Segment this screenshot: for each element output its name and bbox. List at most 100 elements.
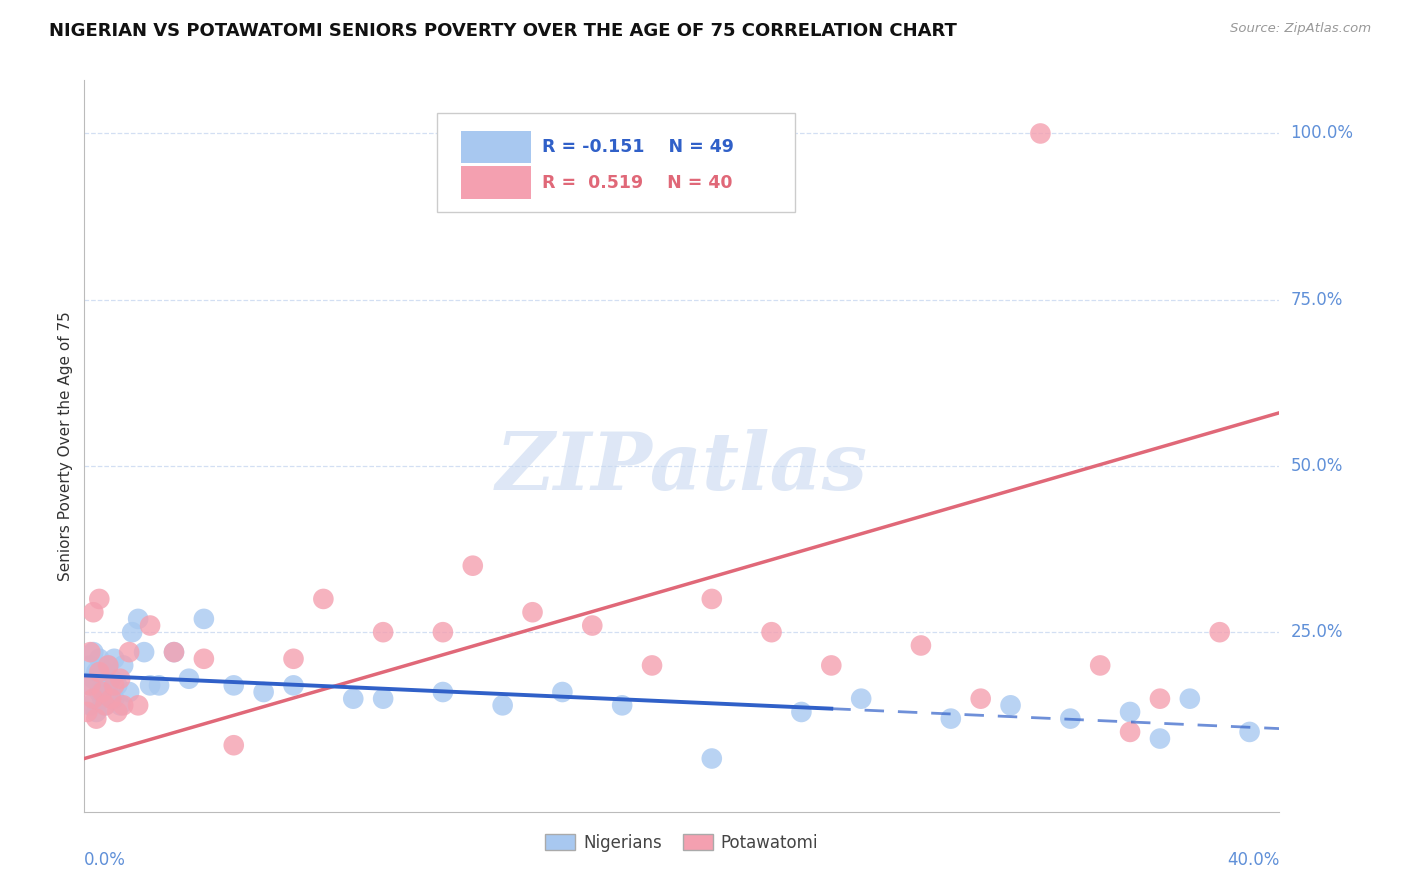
Point [1209,625,1232,640]
Point [641,658,664,673]
Point [89,591,111,606]
Y-axis label: Seniors Poverty Over the Age of 75: Seniors Poverty Over the Age of 75 [58,311,73,581]
Point [177,672,200,686]
Point [342,691,364,706]
FancyBboxPatch shape [437,113,796,212]
Point [790,705,813,719]
Point [94,698,117,713]
Point [163,645,186,659]
Text: 25.0%: 25.0% [1291,624,1343,641]
Point [222,678,245,692]
Point [373,691,395,706]
Point [91,685,114,699]
Point [82,672,104,686]
Point [110,698,132,713]
Point [851,691,873,706]
Text: ZIPatlas: ZIPatlas [496,429,868,507]
Point [193,652,215,666]
Point [86,712,108,726]
Point [91,691,114,706]
Point [86,705,108,719]
Point [89,652,111,666]
Point [94,698,117,713]
Point [132,645,156,659]
Point [820,658,842,673]
Point [79,645,101,659]
Point [193,612,215,626]
Point [97,658,120,673]
Point [112,698,135,713]
Point [253,685,276,699]
Text: R = -0.151    N = 49: R = -0.151 N = 49 [543,138,734,156]
Text: 75.0%: 75.0% [1291,291,1343,309]
Point [1149,691,1171,706]
Point [312,591,335,606]
Point [110,672,132,686]
Point [1119,705,1142,719]
Point [103,652,125,666]
Point [373,625,395,640]
Point [82,691,104,706]
Point [139,618,162,632]
Point [551,685,574,699]
Point [1000,698,1022,713]
Point [939,712,962,726]
Point [148,678,170,692]
Point [492,698,515,713]
Point [97,658,120,673]
Point [581,618,603,632]
Point [910,639,932,653]
Point [118,645,141,659]
Point [522,605,544,619]
Text: NIGERIAN VS POTAWATOMI SENIORS POVERTY OVER THE AGE OF 75 CORRELATION CHART: NIGERIAN VS POTAWATOMI SENIORS POVERTY O… [49,22,957,40]
Point [76,678,98,692]
Point [1149,731,1171,746]
Point [700,591,723,606]
FancyBboxPatch shape [461,131,531,163]
Point [1090,658,1112,673]
Point [970,691,993,706]
Point [222,738,245,752]
Point [127,612,149,626]
Text: 50.0%: 50.0% [1291,457,1343,475]
Point [1119,725,1142,739]
Point [94,665,117,679]
Point [79,678,101,692]
Point [105,678,128,692]
Point [139,678,162,692]
Point [461,558,484,573]
Point [97,685,120,699]
Point [91,672,114,686]
Point [82,645,104,659]
Text: 40.0%: 40.0% [1227,851,1279,869]
Point [612,698,634,713]
Point [1029,127,1052,141]
Point [121,625,143,640]
Point [700,751,723,765]
Point [283,678,305,692]
Point [79,698,101,713]
Point [432,685,454,699]
Text: Source: ZipAtlas.com: Source: ZipAtlas.com [1230,22,1371,36]
Point [127,698,149,713]
Point [89,685,111,699]
Point [89,665,111,679]
Point [100,672,122,686]
FancyBboxPatch shape [461,167,531,199]
Point [112,658,135,673]
Text: R =  0.519    N = 40: R = 0.519 N = 40 [543,174,733,192]
Point [761,625,783,640]
Point [82,605,104,619]
Point [100,691,122,706]
Point [79,658,101,673]
Text: 0.0%: 0.0% [84,851,127,869]
Point [103,678,125,692]
Point [76,705,98,719]
Point [1239,725,1261,739]
Point [1178,691,1201,706]
Text: 100.0%: 100.0% [1291,125,1354,143]
Point [105,705,128,719]
Point [163,645,186,659]
Point [1059,712,1081,726]
Legend: Nigerians, Potawatomi: Nigerians, Potawatomi [538,827,825,858]
